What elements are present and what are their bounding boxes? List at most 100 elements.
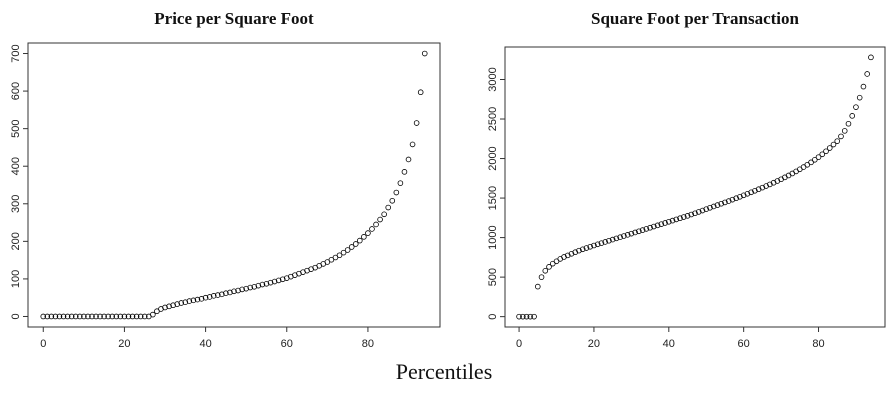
point <box>361 234 367 240</box>
point <box>40 313 47 320</box>
point <box>823 148 829 155</box>
point <box>733 195 739 202</box>
point <box>113 313 120 320</box>
point <box>752 187 758 194</box>
point <box>48 313 55 320</box>
point <box>695 209 702 215</box>
point <box>725 198 732 204</box>
point <box>561 254 567 260</box>
y-tick-label: 1000 <box>487 225 499 249</box>
point <box>344 247 351 253</box>
x-tick-label: 60 <box>738 338 750 350</box>
point <box>838 133 844 140</box>
point <box>239 286 245 293</box>
point <box>219 291 225 298</box>
point <box>64 313 71 320</box>
point <box>381 211 387 218</box>
point <box>405 156 412 163</box>
point <box>340 249 347 256</box>
point <box>621 233 627 239</box>
point <box>182 299 189 306</box>
plot-frame <box>27 42 441 328</box>
point <box>654 222 661 229</box>
point <box>56 313 63 320</box>
point <box>348 244 355 250</box>
point <box>538 274 545 280</box>
point <box>755 186 762 193</box>
y-tick-label: 700 <box>10 44 22 62</box>
point <box>531 313 537 320</box>
point <box>628 230 635 237</box>
point <box>534 283 541 290</box>
point <box>692 210 698 217</box>
point <box>853 104 859 110</box>
point <box>523 313 530 320</box>
point <box>677 215 683 222</box>
point <box>365 230 371 236</box>
point <box>527 313 534 320</box>
point <box>85 313 91 320</box>
point <box>397 180 404 186</box>
point <box>109 313 116 320</box>
point <box>815 154 822 160</box>
point <box>125 313 132 320</box>
plot: Square Foot per Transaction 0 20 40 60 80 0 500… <box>487 9 886 350</box>
point <box>129 313 136 320</box>
point <box>97 313 103 320</box>
point <box>834 138 841 144</box>
point <box>336 252 343 259</box>
point <box>564 252 571 259</box>
point <box>841 128 848 134</box>
x-tick-label: 40 <box>663 338 675 350</box>
point <box>662 220 668 226</box>
point <box>150 311 156 318</box>
plot-frame <box>504 46 886 328</box>
point <box>275 277 282 284</box>
point <box>688 211 695 218</box>
point <box>93 313 99 320</box>
point <box>141 313 148 320</box>
point <box>579 246 586 253</box>
point <box>617 234 623 240</box>
point <box>133 313 140 320</box>
point <box>194 296 201 303</box>
x-axis-label: Percentiles <box>396 359 493 384</box>
point <box>170 302 176 309</box>
point <box>849 113 856 119</box>
point <box>72 313 79 320</box>
point <box>385 204 392 211</box>
point <box>117 313 124 320</box>
point <box>417 89 424 96</box>
point <box>568 250 575 257</box>
point <box>401 169 408 175</box>
point <box>227 289 233 296</box>
point <box>594 241 601 248</box>
point <box>714 202 721 208</box>
point <box>729 196 736 203</box>
x-tick-label: 20 <box>588 338 600 350</box>
point <box>516 313 522 320</box>
point <box>845 120 852 127</box>
point <box>542 267 549 274</box>
point <box>583 245 590 251</box>
point <box>174 301 180 307</box>
point <box>598 240 605 246</box>
point <box>722 199 728 206</box>
point <box>737 194 743 200</box>
point <box>740 192 747 199</box>
point <box>665 218 672 225</box>
point <box>602 239 608 245</box>
y-tick-label: 600 <box>10 82 22 100</box>
point <box>744 190 751 197</box>
point <box>210 293 217 299</box>
point <box>609 236 616 243</box>
point <box>868 54 874 61</box>
x-tick-label: 0 <box>516 338 522 350</box>
point <box>808 159 814 166</box>
point <box>680 214 687 220</box>
point <box>243 285 249 292</box>
point <box>279 276 286 283</box>
point <box>259 281 266 288</box>
point <box>121 313 128 320</box>
y-tick-label: 1500 <box>487 186 499 210</box>
